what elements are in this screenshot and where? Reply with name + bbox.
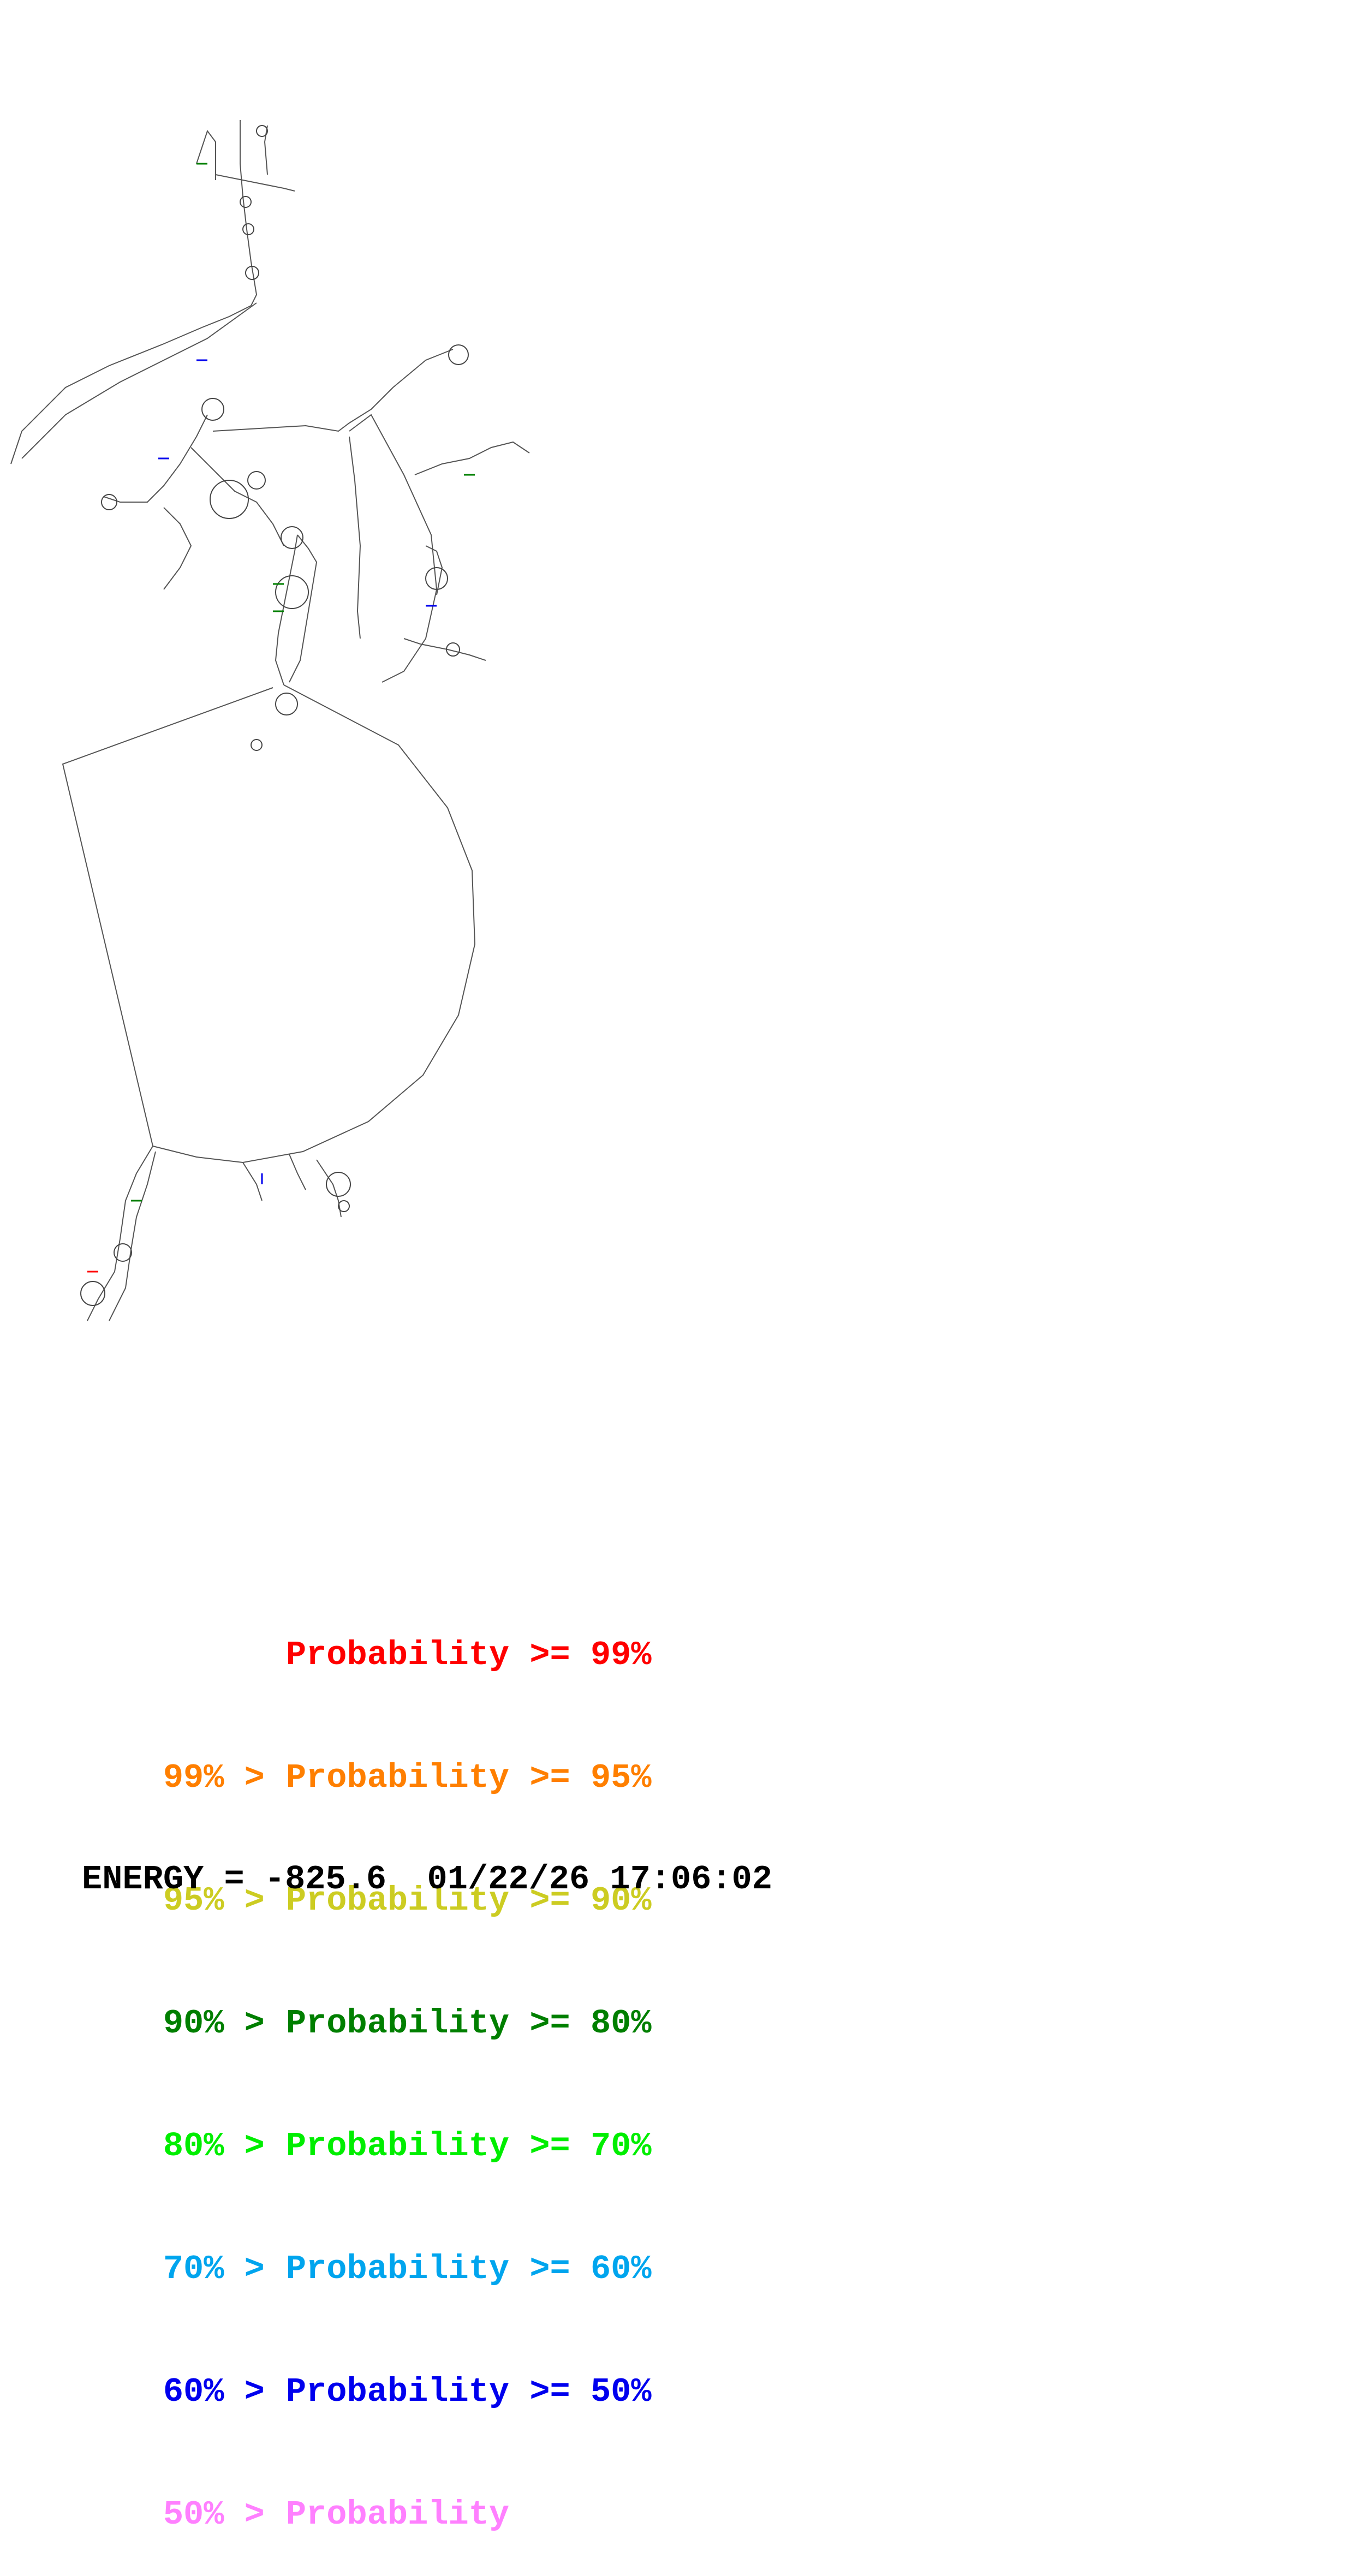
legend-suffix: >= 70% <box>529 2127 652 2166</box>
date-stamp: 01/22/26 <box>427 1860 590 1899</box>
legend-suffix: >= 50% <box>529 2372 652 2411</box>
energy-label: ENERGY <box>82 1860 204 1899</box>
base-pair-marks <box>87 163 475 1273</box>
legend-label: Probability <box>285 1636 510 1674</box>
probability-legend: Probability >= 99% 99% > Probability >= 9… <box>82 1512 652 2535</box>
legend-prefix: 80% > <box>163 2127 265 2166</box>
legend-label: Probability <box>285 2372 510 2411</box>
legend-prefix: 70% > <box>163 2250 265 2288</box>
time-stamp: 17:06:02 <box>610 1860 773 1899</box>
legend-label: Probability <box>285 1758 510 1797</box>
legend-row-5: 80% > Probability >= 70% <box>82 2085 652 2166</box>
large-loop <box>62 684 476 1164</box>
legend-label: Probability <box>285 2495 510 2534</box>
legend-suffix: >= 80% <box>529 2004 652 2043</box>
central-stem <box>275 534 298 685</box>
legend-label: Probability <box>285 2004 510 2043</box>
legend-suffix: >= 60% <box>529 2250 652 2288</box>
legend-row-7: 60% > Probability >= 50% <box>82 2330 652 2411</box>
legend-suffix: >= 90% <box>529 1881 652 1920</box>
legend-label: Probability <box>285 2250 510 2288</box>
legend-label: Probability <box>285 1881 510 1920</box>
legend-row-8: 50% > Probability <box>82 2453 652 2534</box>
structure-loops <box>80 125 469 1306</box>
legend-prefix: 99% > <box>163 1758 265 1797</box>
legend-suffix: >= 95% <box>529 1758 652 1797</box>
legend-row-4: 90% > Probability >= 80% <box>82 1962 652 2043</box>
rna-secondary-structure-diagram <box>10 120 530 1321</box>
legend-prefix: 60% > <box>163 2372 265 2411</box>
legend-row-6: 70% > Probability >= 60% <box>82 2208 652 2288</box>
legend-row-2: 99% > Probability >= 95% <box>82 1716 652 1797</box>
legend-row-1: Probability >= 99% <box>82 1594 652 1674</box>
legend-row-3: 95% > Probability >= 90% <box>82 1839 652 1920</box>
energy-value: -825.6 <box>264 1860 387 1899</box>
legend-prefix: 50% > <box>163 2495 265 2534</box>
legend-prefix: 90% > <box>163 2004 265 2043</box>
energy-footer: ENERGY = -825.6 01/22/26 17:06:02 <box>82 1860 773 1899</box>
legend-label: Probability <box>285 2127 510 2166</box>
bottom-right-branch <box>242 1162 263 1201</box>
legend-suffix: >= 99% <box>529 1636 652 1674</box>
structure-backbone <box>10 120 530 1321</box>
top-branch <box>201 120 258 328</box>
legend-prefix: 95% > <box>163 1881 265 1920</box>
bottom-left-branch <box>87 1146 153 1321</box>
